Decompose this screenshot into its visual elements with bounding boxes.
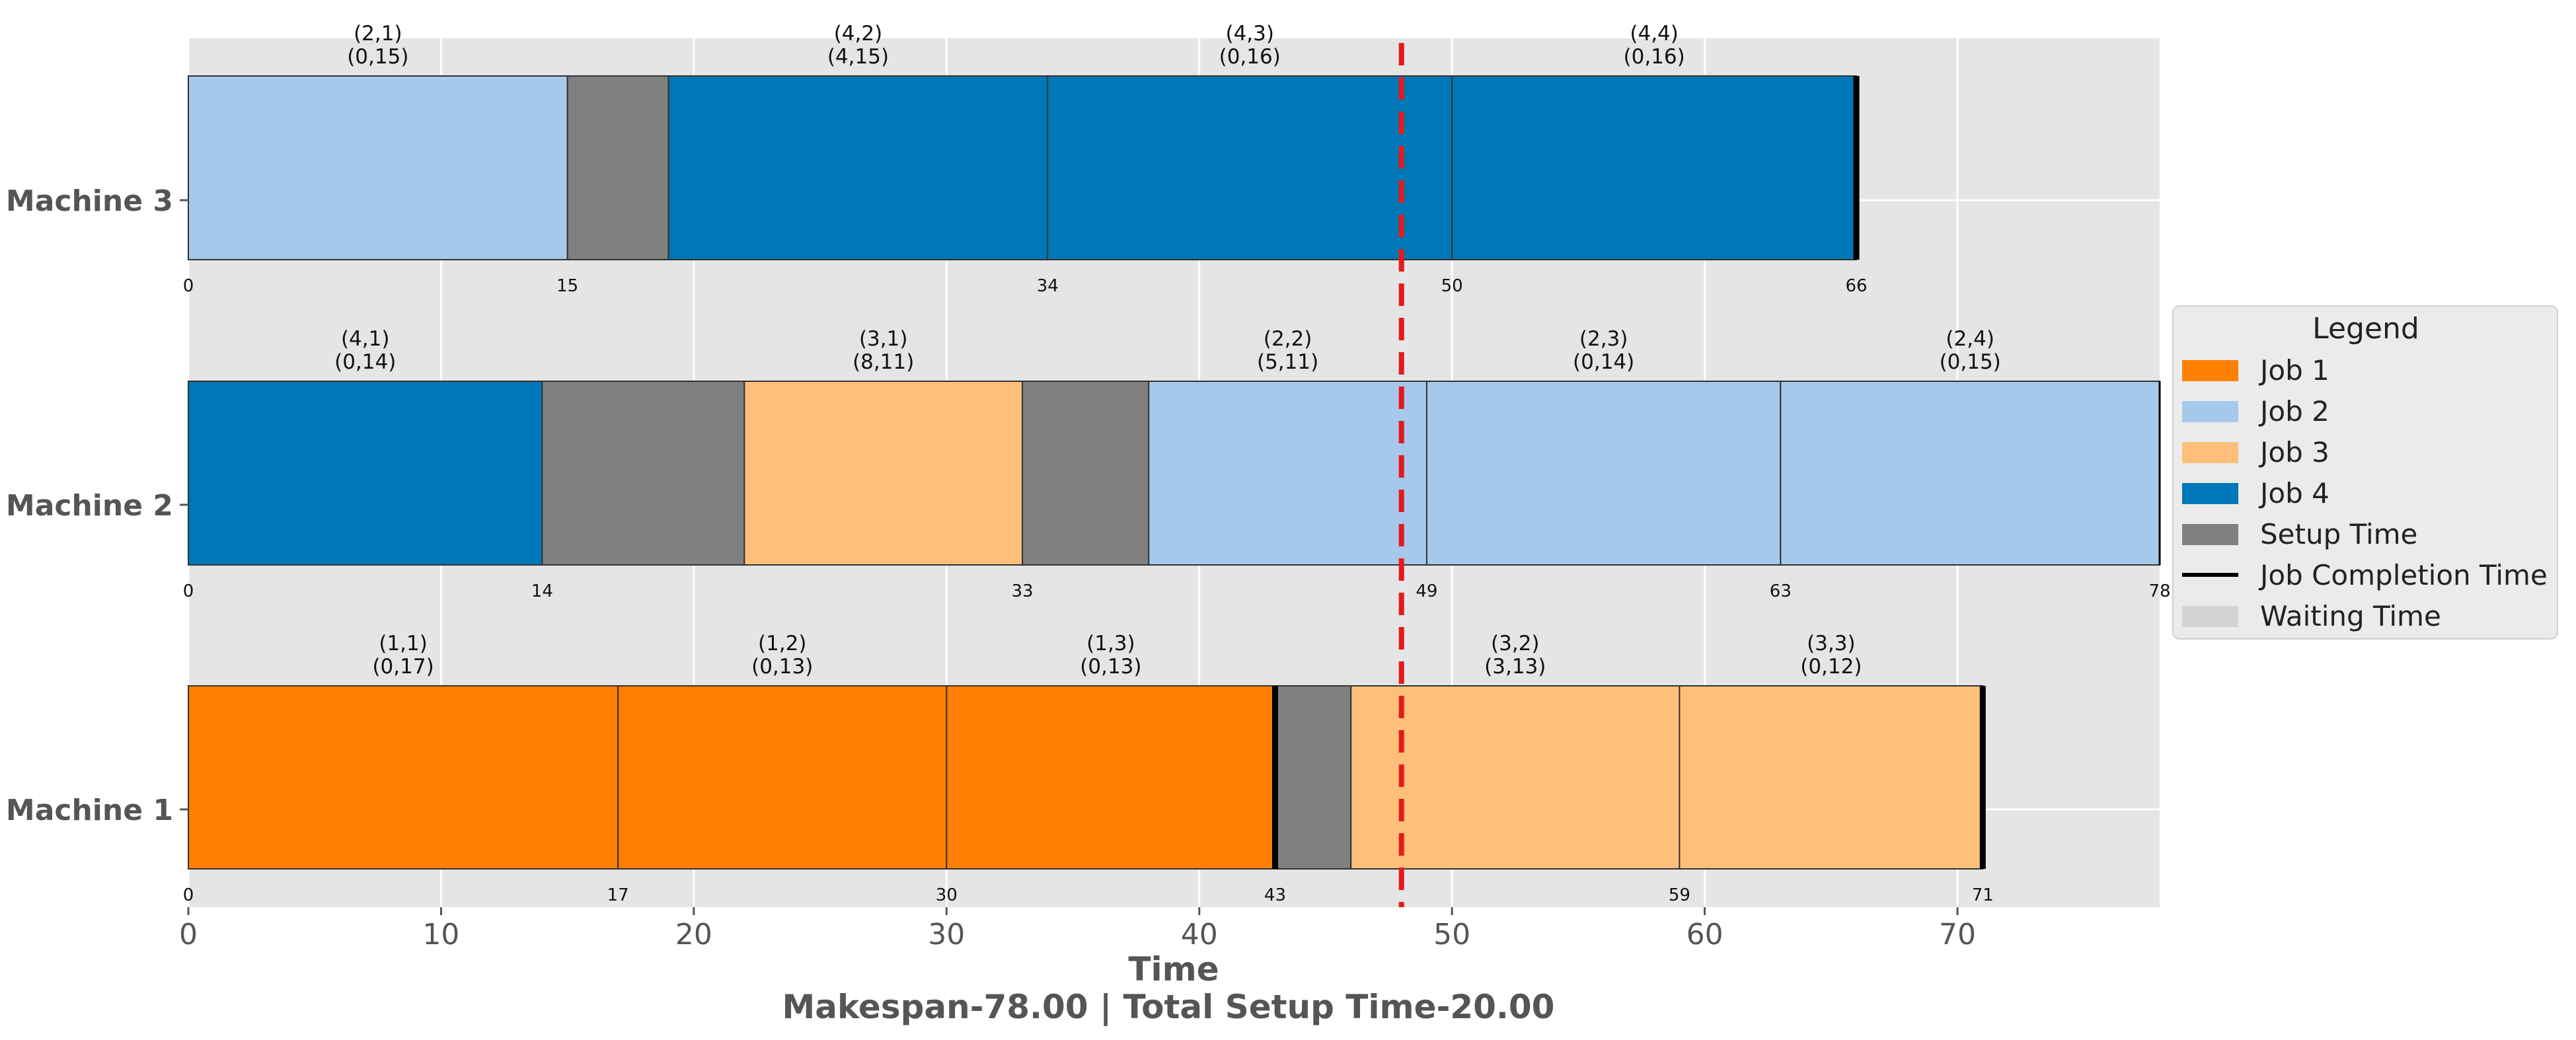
job-bar xyxy=(188,381,543,566)
operation-label: (4,2) xyxy=(834,22,883,46)
machine-label: Machine 2 xyxy=(6,489,173,523)
operation-times-label: (8,11) xyxy=(852,350,914,374)
job-bar xyxy=(188,75,568,260)
operation-label: (2,2) xyxy=(1264,327,1312,351)
legend-swatch xyxy=(2182,524,2238,545)
labels-layer: Machine 3(2,1)(0,15)(4,2)(4,15)(4,3)(0,1… xyxy=(6,22,2171,905)
setup-bar xyxy=(1022,381,1150,566)
job-bar xyxy=(946,685,1276,870)
legend-swatch xyxy=(2182,401,2238,422)
operation-label: (1,3) xyxy=(1086,632,1135,655)
operation-times-label: (0,16) xyxy=(1219,45,1281,69)
legend-box xyxy=(2172,305,2558,640)
machine-label: Machine 3 xyxy=(6,184,173,218)
operation-times-label: (0,15) xyxy=(1940,350,2001,374)
legend-label: Job 2 xyxy=(2258,395,2330,427)
operation-label: (1,2) xyxy=(758,632,807,655)
operation-label: (3,3) xyxy=(1807,632,1856,655)
job-bar xyxy=(667,75,1049,260)
x-tick-label: 10 xyxy=(422,918,459,951)
start-time-label: 0 xyxy=(183,276,194,296)
start-time-label: 15 xyxy=(556,276,578,296)
start-time-label: 78 xyxy=(2148,581,2170,601)
x-tick-label: 70 xyxy=(1939,918,1976,951)
setup-bar xyxy=(566,75,669,260)
start-time-label: 0 xyxy=(183,885,194,905)
start-time-label: 33 xyxy=(1011,581,1033,601)
legend-swatch xyxy=(2182,606,2238,627)
start-time-label: 66 xyxy=(1846,276,1868,296)
start-time-label: 71 xyxy=(1972,885,1994,905)
job-bar xyxy=(1425,381,1782,566)
legend-label: Waiting Time xyxy=(2260,600,2441,632)
x-axis-title: Time xyxy=(1128,950,1219,988)
x-axis: 0 10 20 30 40 50 60 70 xyxy=(179,199,1976,951)
operation-times-label: (5,11) xyxy=(1257,350,1318,374)
x-tick-label: 60 xyxy=(1686,918,1724,951)
start-time-label: 50 xyxy=(1441,276,1463,296)
operation-times-label: (0,17) xyxy=(372,655,434,679)
operation-times-label: (0,14) xyxy=(1573,350,1634,374)
start-time-label: 14 xyxy=(531,581,553,601)
operation-label: (4,1) xyxy=(341,327,390,351)
start-time-label: 43 xyxy=(1264,885,1286,905)
operation-times-label: (3,13) xyxy=(1484,655,1546,679)
x-tick-label: 0 xyxy=(179,918,198,951)
legend: Legend Job 1 Job 2 Job 3 Job 4 Setup Time Job… xyxy=(2172,305,2558,640)
legend-label: Job Completion Time xyxy=(2258,559,2548,591)
operation-times-label: (0,13) xyxy=(751,655,813,679)
operation-times-label: (0,13) xyxy=(1080,655,1141,679)
operation-label: (3,2) xyxy=(1491,632,1540,655)
job-bar xyxy=(188,685,619,870)
machine-label: Machine 1 xyxy=(6,794,173,827)
setup-bar xyxy=(1274,685,1352,870)
setup-bar xyxy=(541,381,745,566)
legend-label: Job 3 xyxy=(2258,436,2330,468)
x-tick-label: 20 xyxy=(675,918,712,951)
legend-swatch xyxy=(2182,360,2238,381)
job-bar xyxy=(1047,75,1453,260)
job-bar xyxy=(617,685,948,870)
start-time-label: 49 xyxy=(1416,581,1437,601)
operation-label: (4,3) xyxy=(1225,22,1274,46)
start-time-label: 17 xyxy=(607,885,629,905)
operation-label: (2,4) xyxy=(1946,327,1994,351)
operation-times-label: (0,12) xyxy=(1800,655,1862,679)
operation-label: (2,3) xyxy=(1579,327,1628,351)
job-bar xyxy=(1148,381,1427,566)
operation-label: (3,1) xyxy=(859,327,908,351)
job-bar xyxy=(743,381,1024,566)
job-bar xyxy=(1679,685,1984,870)
operation-times-label: (0,16) xyxy=(1624,45,1685,69)
x-tick-label: 40 xyxy=(1181,918,1218,951)
legend-label: Job 4 xyxy=(2258,477,2330,509)
start-time-label: 63 xyxy=(1770,581,1792,601)
job-bar xyxy=(1350,685,1681,870)
operation-times-label: (0,15) xyxy=(347,45,408,69)
operation-times-label: (0,14) xyxy=(334,350,396,374)
start-time-label: 0 xyxy=(183,581,194,601)
x-tick-label: 50 xyxy=(1433,918,1470,951)
operation-times-label: (4,15) xyxy=(827,45,889,69)
operation-label: (4,4) xyxy=(1630,22,1679,46)
bars-layer xyxy=(188,43,2161,907)
chart-subtitle: Makespan-78.00 | Total Setup Time-20.00 xyxy=(782,988,1555,1026)
operation-label: (1,1) xyxy=(379,632,428,655)
job-bar xyxy=(1451,75,1858,260)
legend-swatch xyxy=(2182,442,2238,463)
legend-swatch xyxy=(2182,483,2238,504)
operation-label: (2,1) xyxy=(354,22,402,46)
start-time-label: 34 xyxy=(1037,276,1059,296)
legend-title: Legend xyxy=(2312,312,2419,346)
legend-label: Job 1 xyxy=(2258,354,2330,387)
start-time-label: 59 xyxy=(1669,885,1690,905)
start-time-label: 30 xyxy=(936,885,958,905)
x-tick-label: 30 xyxy=(928,918,965,951)
legend-label: Setup Time xyxy=(2260,518,2417,550)
job-bar xyxy=(1780,381,2161,566)
